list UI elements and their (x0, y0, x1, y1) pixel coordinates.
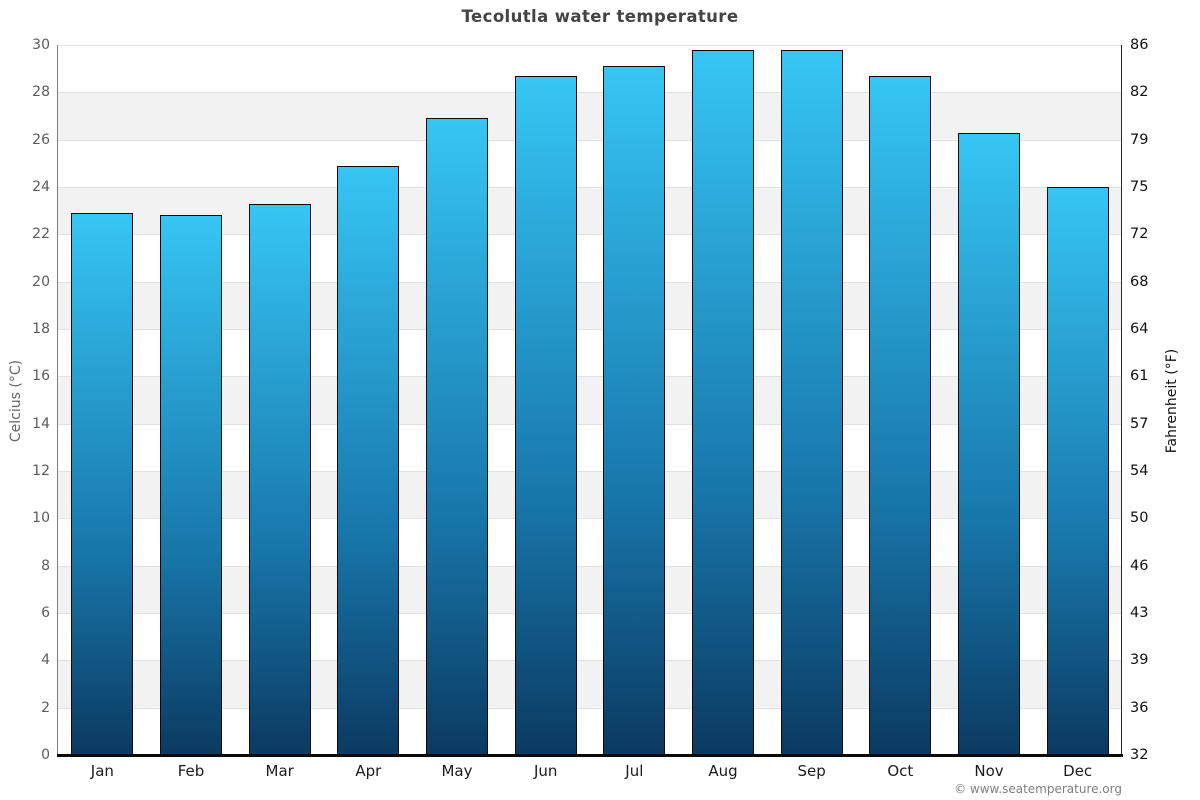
bar-oct (869, 75, 932, 755)
bar-jul (603, 66, 666, 755)
fahrenheit-tick-75: 75 (1130, 179, 1149, 195)
gridline-band (58, 187, 1122, 235)
fahrenheit-tick-72: 72 (1130, 226, 1149, 243)
month-label-oct: Oct (887, 762, 914, 780)
fahrenheit-tick-64: 64 (1130, 321, 1149, 337)
fahrenheit-tick-61: 61 (1130, 368, 1149, 385)
month-label-nov: Nov (974, 762, 1004, 780)
fahrenheit-tick-54: 54 (1130, 463, 1149, 479)
gridline-band (58, 565, 1122, 613)
gridline-band (58, 613, 1122, 661)
month-label-jan: Jan (90, 762, 114, 780)
fahrenheit-tick-36: 36 (1130, 699, 1149, 716)
fahrenheit-tick-32: 32 (1130, 747, 1149, 763)
bar-mar (248, 203, 311, 755)
bar-sep (780, 49, 843, 755)
celsius-tick-20: 20 (32, 273, 50, 290)
celsius-tick-26: 26 (32, 131, 50, 148)
gridline-band (58, 423, 1122, 471)
fahrenheit-tick-82: 82 (1130, 84, 1149, 101)
celsius-tick-2: 2 (41, 699, 50, 716)
gridline-band (58, 707, 1122, 755)
gridline-band (58, 281, 1122, 329)
x-axis-line (57, 754, 1123, 757)
celsius-tick-0: 0 (41, 747, 50, 763)
bar-feb (160, 215, 222, 755)
celsius-tick-6: 6 (41, 605, 50, 621)
month-label-sep: Sep (797, 762, 826, 780)
month-label-mar: Mar (265, 762, 294, 780)
fahrenheit-tick-86: 86 (1130, 37, 1149, 53)
celsius-tick-24: 24 (32, 179, 50, 195)
celsius-tick-8: 8 (41, 557, 50, 574)
gridline-band (58, 376, 1122, 424)
month-label-feb: Feb (177, 762, 205, 780)
celsius-axis-line (57, 45, 58, 756)
gridline-band (58, 660, 1122, 708)
celsius-tick-28: 28 (32, 84, 50, 101)
gridline-band (58, 329, 1122, 377)
gridline-band (58, 518, 1122, 566)
fahrenheit-tick-43: 43 (1130, 605, 1149, 621)
month-label-apr: Apr (355, 762, 382, 780)
month-label-may: May (441, 762, 473, 780)
celsius-tick-12: 12 (32, 463, 50, 479)
celsius-tick-14: 14 (32, 415, 50, 432)
month-label-dec: Dec (1063, 762, 1093, 780)
gridline-band (58, 471, 1122, 519)
bar-dec (1046, 187, 1109, 755)
celsius-axis-title: Celcius (°C) (8, 359, 24, 443)
bar-jun (514, 75, 577, 755)
chart-title: Tecolutla water temperature (461, 7, 739, 26)
gridline-band (58, 45, 1122, 93)
gridline-band (58, 139, 1122, 187)
celsius-tick-18: 18 (32, 321, 50, 337)
bar-nov (958, 132, 1020, 755)
fahrenheit-tick-79: 79 (1130, 131, 1149, 148)
celsius-tick-30: 30 (32, 37, 50, 53)
bar-jan (71, 213, 134, 755)
fahrenheit-axis-title: Fahrenheit (°F) (1164, 348, 1180, 454)
gridline-band (58, 92, 1122, 140)
month-label-jun: Jun (533, 762, 558, 780)
bar-aug (692, 49, 754, 755)
bar-may (426, 118, 488, 755)
celsius-tick-22: 22 (32, 226, 50, 243)
gridline-band (58, 234, 1122, 282)
fahrenheit-tick-50: 50 (1130, 510, 1149, 527)
fahrenheit-axis-line (1121, 45, 1122, 756)
fahrenheit-tick-57: 57 (1130, 415, 1149, 432)
month-label-jul: Jul (625, 762, 644, 780)
month-label-aug: Aug (708, 762, 738, 780)
fahrenheit-tick-39: 39 (1130, 652, 1149, 669)
celsius-tick-4: 4 (41, 652, 50, 669)
copyright-link[interactable]: © www.seatemperature.org (954, 782, 1122, 796)
bar-apr (337, 165, 400, 755)
celsius-tick-10: 10 (32, 510, 50, 527)
fahrenheit-tick-46: 46 (1130, 557, 1149, 574)
fahrenheit-tick-68: 68 (1130, 273, 1149, 290)
celsius-tick-16: 16 (32, 368, 50, 385)
